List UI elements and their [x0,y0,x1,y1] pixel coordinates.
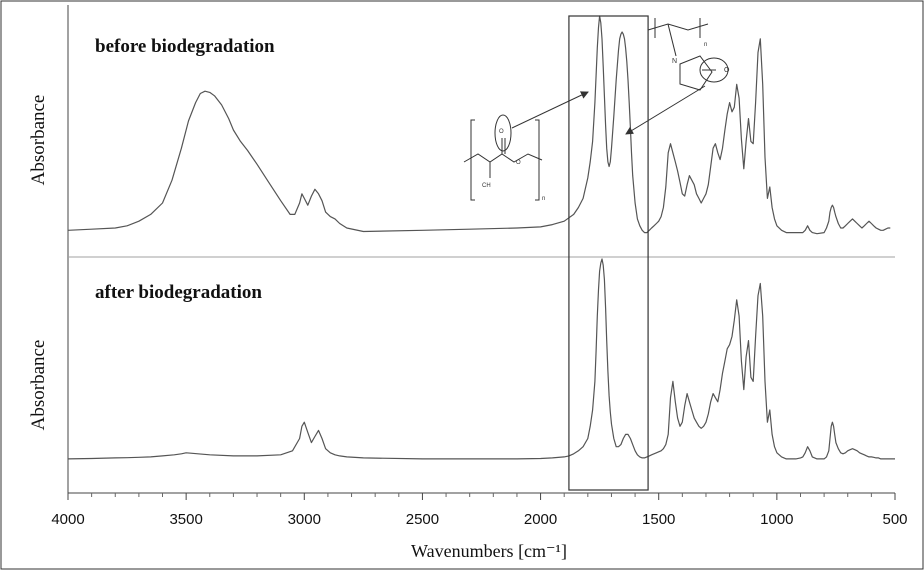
x-axis-ticks [67,493,896,500]
svg-text:O: O [724,67,730,74]
pvp-carbonyl-annotation-arrow [625,85,706,135]
spectra-group [67,15,895,460]
x-tick-label-4000: 4000 [51,511,84,528]
x-tick-label-500: 500 [882,511,907,528]
x-tick-label-1500: 1500 [642,511,675,528]
highlight-box [568,15,649,491]
y-axis-label-bottom: Absorbance [28,340,49,431]
svg-text:O: O [499,129,504,135]
polylactide-repeat-unit-icon: O O CH n [463,114,545,202]
svg-text:O: O [516,160,521,166]
svg-text:n: n [542,196,545,202]
x-tick-label-2000: 2000 [524,511,557,528]
x-axis-tick-labels: 4000 3500 3000 2500 2000 1500 1000 500 [51,511,907,528]
x-tick-label-3500: 3500 [169,511,202,528]
x-tick-label-2500: 2500 [406,511,439,528]
spectrum-after-line [67,258,895,460]
carbonyl-region-highlight [568,15,649,491]
svg-text:n: n [704,42,707,48]
panel-label-before: before biodegradation [95,36,275,57]
y-axis-label-top: Absorbance [28,95,49,186]
panel-label-after: after biodegradation [95,282,262,303]
spectrum-before-line [67,15,891,235]
x-axis-label: Wavenumbers [cm⁻¹] [411,541,567,561]
x-tick-label-3000: 3000 [288,511,321,528]
polyvinylpyrrolidone-repeat-unit-icon: N O n [647,18,730,91]
svg-text:CH: CH [482,183,491,189]
svg-text:N: N [672,58,677,65]
carbonyl-annotation-arrow [511,91,589,129]
x-tick-label-1000: 1000 [760,511,793,528]
